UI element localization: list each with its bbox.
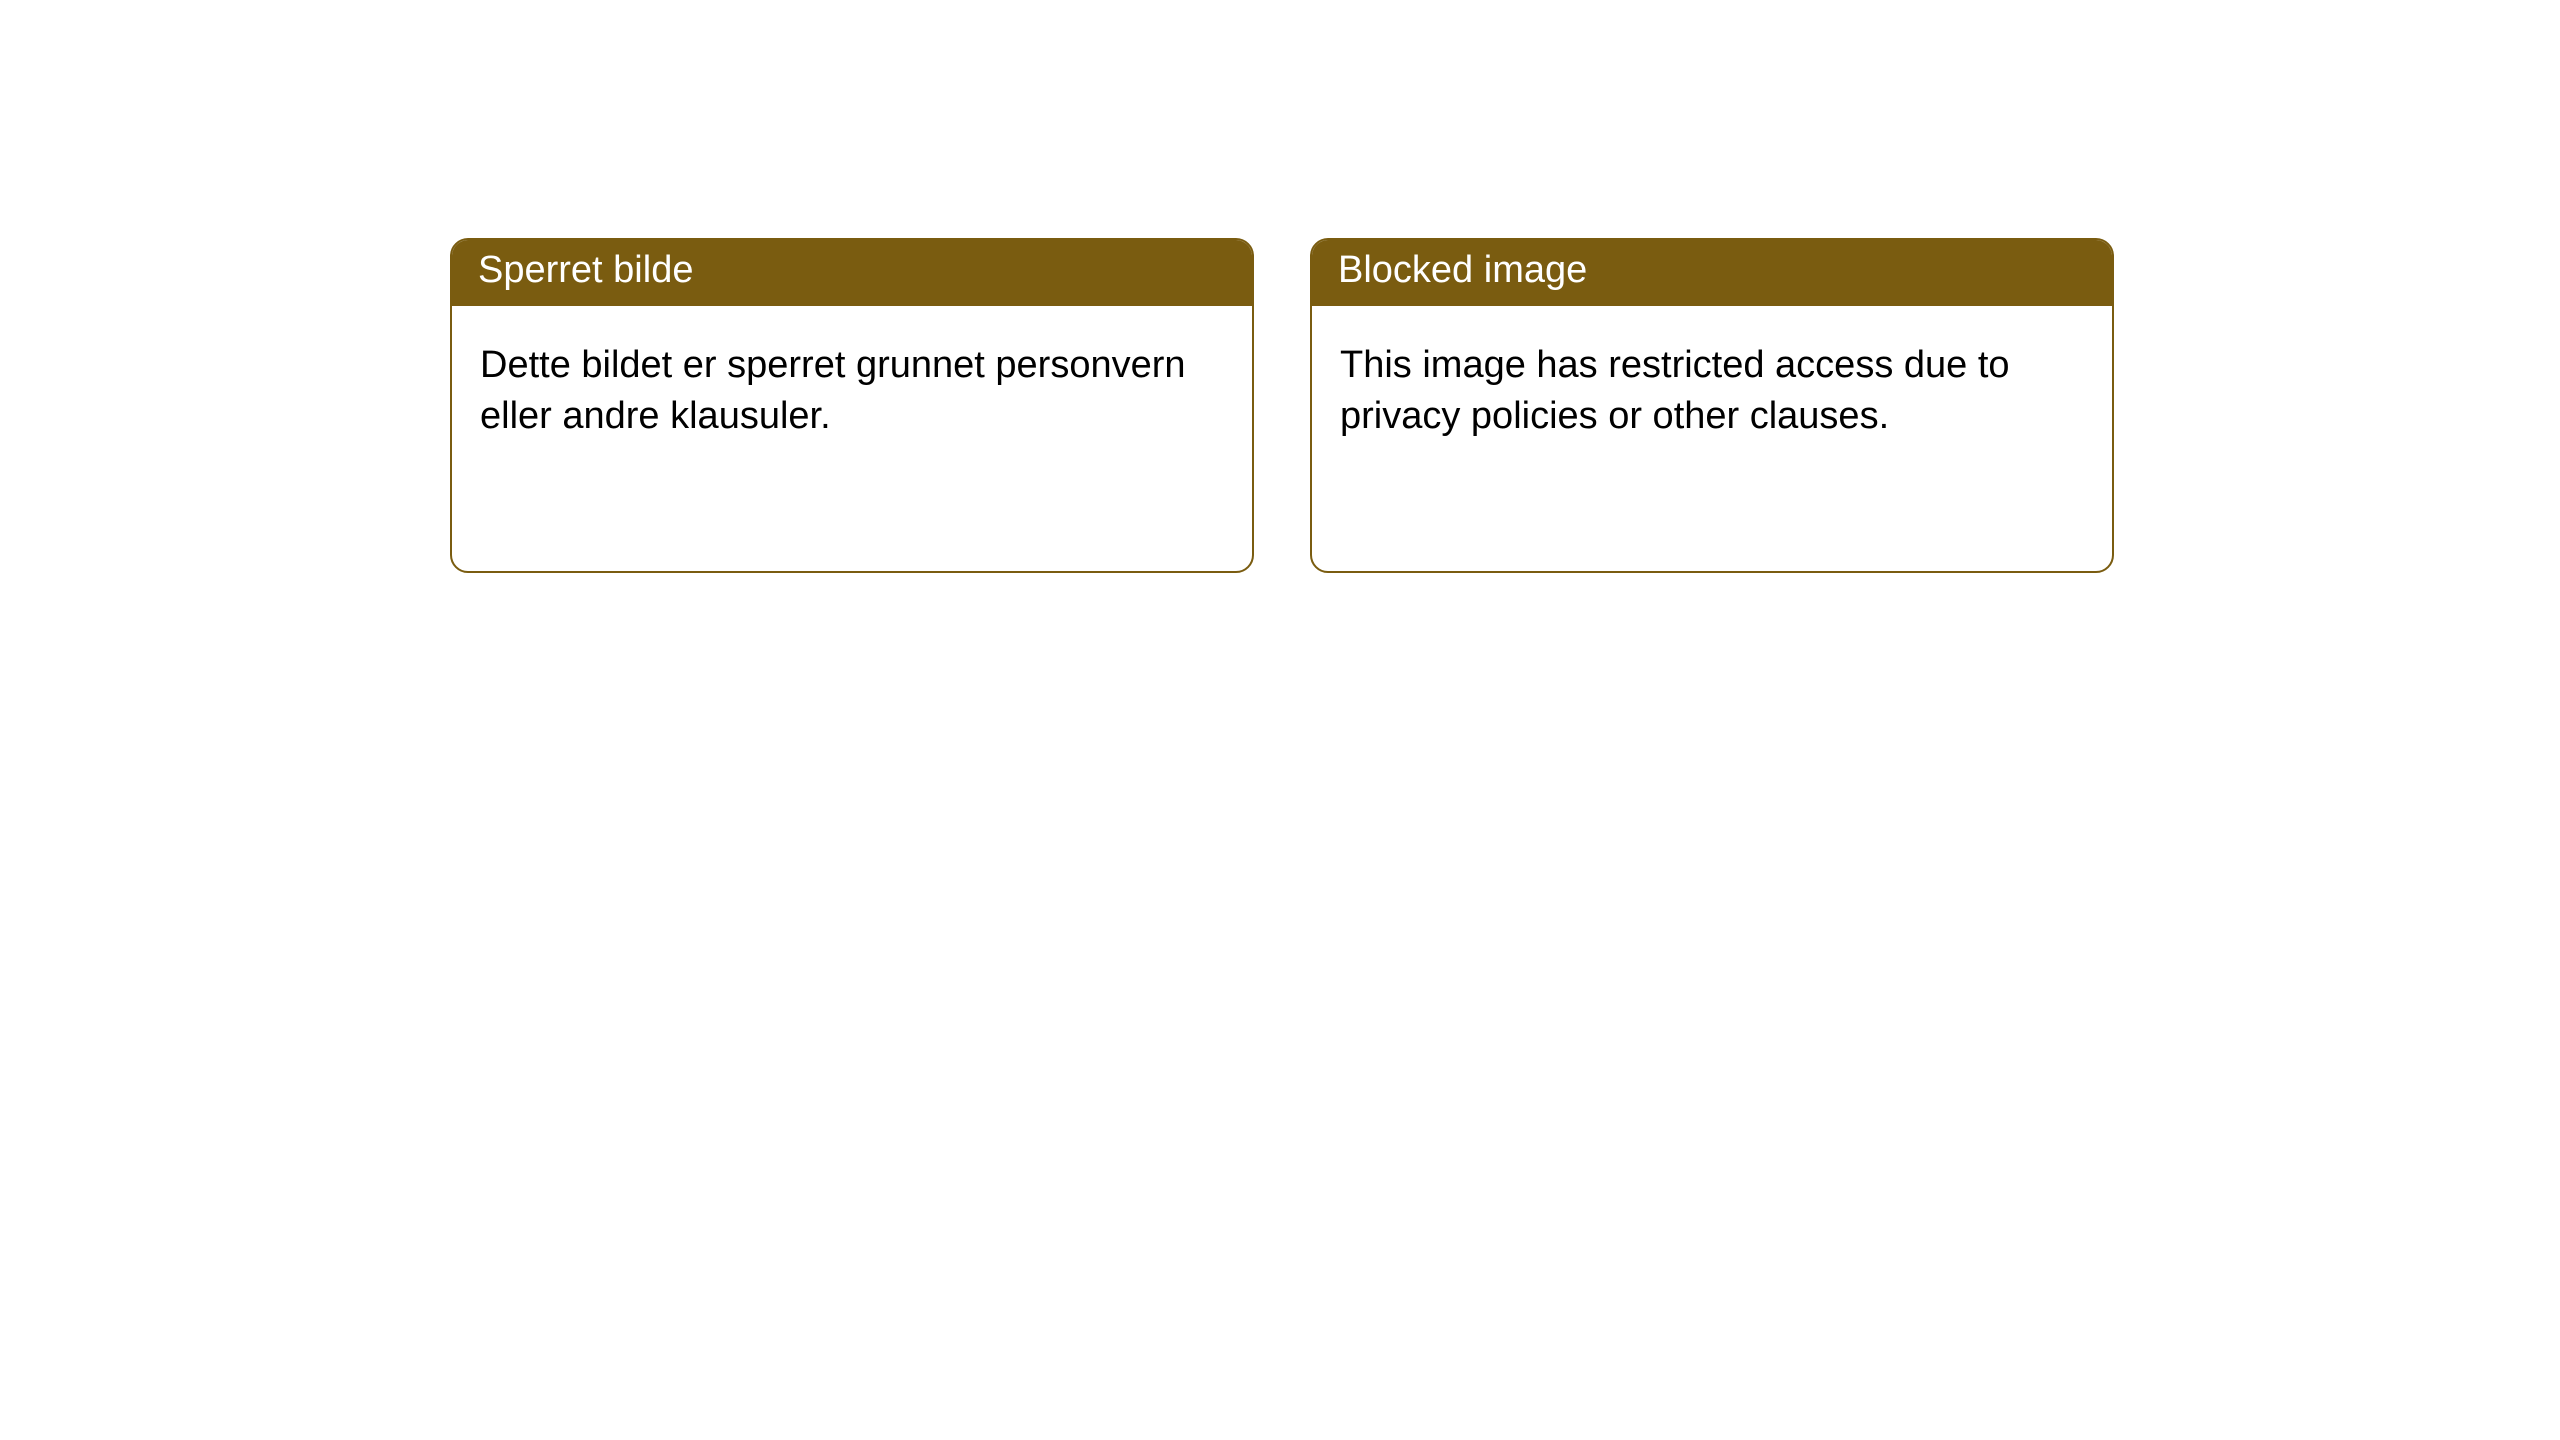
notice-body-english: This image has restricted access due to …: [1312, 306, 2112, 477]
notice-card-english: Blocked image This image has restricted …: [1310, 238, 2114, 573]
notice-title-norwegian: Sperret bilde: [452, 240, 1252, 306]
notice-container: Sperret bilde Dette bildet er sperret gr…: [0, 0, 2560, 573]
notice-body-norwegian: Dette bildet er sperret grunnet personve…: [452, 306, 1252, 477]
notice-title-english: Blocked image: [1312, 240, 2112, 306]
notice-card-norwegian: Sperret bilde Dette bildet er sperret gr…: [450, 238, 1254, 573]
